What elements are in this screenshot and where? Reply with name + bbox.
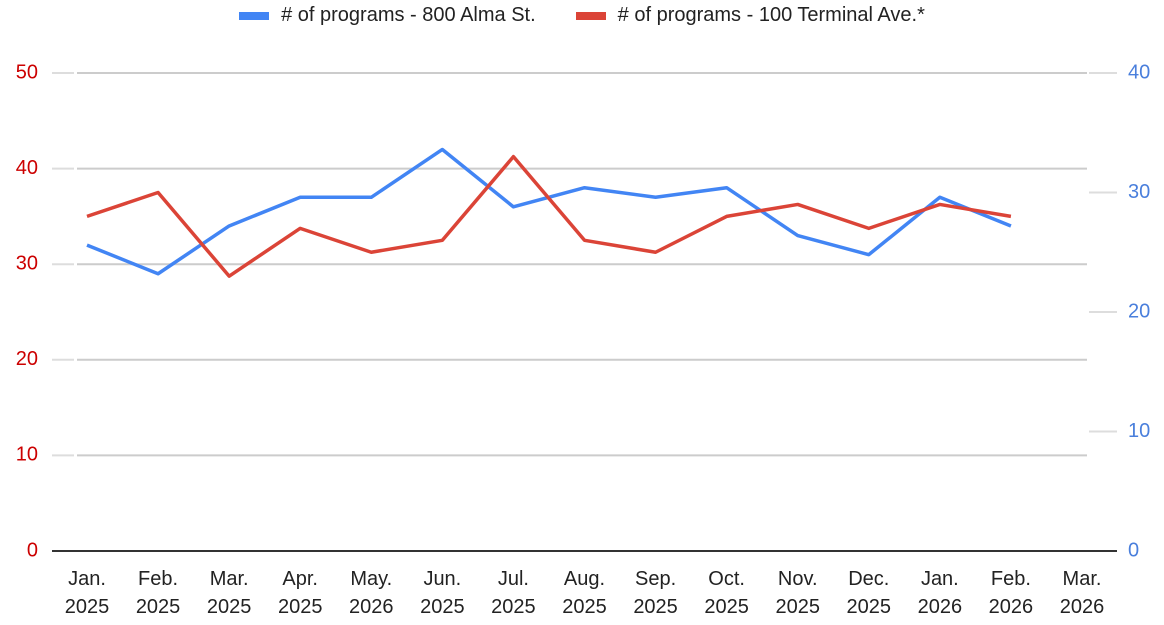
legend-swatch bbox=[239, 11, 270, 20]
x-tick-label: Jan. 2026 bbox=[917, 568, 963, 618]
x-tick-label: Dec. 2025 bbox=[846, 568, 892, 618]
y2-tick-label: 30 bbox=[1128, 181, 1150, 203]
y2-tick-label: 10 bbox=[1128, 420, 1150, 442]
x-tick-label: Aug. 2025 bbox=[562, 568, 607, 618]
x-tick-label: Jul. 2025 bbox=[491, 568, 536, 618]
y-tick-label: 10 bbox=[16, 444, 38, 466]
x-tick-label: Feb. 2026 bbox=[988, 568, 1034, 618]
legend-item: # of programs - 100 Terminal Ave.* bbox=[575, 4, 925, 27]
series-line bbox=[86, 154, 1012, 278]
y-tick-label: 0 bbox=[27, 539, 38, 561]
x-tick-label: Mar. 2026 bbox=[1059, 568, 1105, 618]
y-tick-label: 40 bbox=[16, 157, 38, 179]
x-tick-label: Oct. 2025 bbox=[704, 568, 749, 618]
legend: # of programs - 800 Alma St. # of program… bbox=[0, 4, 1164, 27]
y-tick-label: 20 bbox=[16, 348, 38, 370]
y2-tick-label: 40 bbox=[1128, 61, 1150, 83]
x-tick-label: Mar. 2025 bbox=[206, 568, 252, 618]
x-tick-label: Nov. 2025 bbox=[775, 568, 820, 618]
x-tick-label: Feb. 2025 bbox=[135, 568, 181, 618]
legend-swatch bbox=[575, 11, 606, 20]
x-tick-label: Jun. 2025 bbox=[420, 568, 465, 618]
x-tick-label: May. 2026 bbox=[349, 568, 394, 618]
x-tick-label: Apr. 2025 bbox=[277, 568, 323, 618]
x-tick-label: Sep. 2025 bbox=[633, 568, 678, 618]
legend-item: # of programs - 800 Alma St. bbox=[239, 4, 536, 27]
y2-tick-label: 20 bbox=[1128, 300, 1150, 322]
x-tick-label: Jan. 2025 bbox=[64, 568, 110, 618]
y-tick-label: 30 bbox=[16, 252, 38, 274]
y2-tick-label: 0 bbox=[1128, 539, 1139, 561]
legend-label: # of programs - 100 Terminal Ave.* bbox=[617, 4, 925, 26]
y-tick-label: 50 bbox=[16, 61, 38, 83]
legend-label: # of programs - 800 Alma St. bbox=[281, 4, 536, 26]
